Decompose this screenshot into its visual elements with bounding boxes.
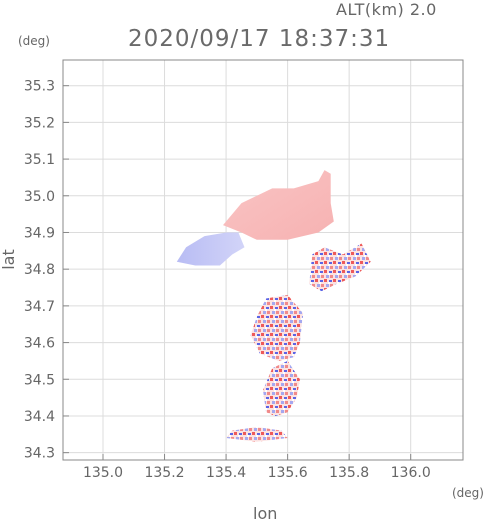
- y-tick-label: 34.4: [24, 409, 55, 425]
- y-tick-label: 35.2: [24, 115, 55, 131]
- x-tick-label: 135.6: [268, 465, 308, 481]
- y-tick-label: 34.7: [24, 299, 55, 315]
- central-speckled-echo: [250, 294, 303, 361]
- x-tick-label: 135.8: [329, 465, 369, 481]
- y-tick-label: 34.5: [24, 372, 55, 388]
- echo-regions: [176, 170, 371, 442]
- grid-lines: [63, 60, 463, 460]
- x-tick-label: 136.0: [391, 465, 431, 481]
- y-tick-label: 35.1: [24, 152, 55, 168]
- northern-pink-echo: [223, 170, 334, 240]
- chart-title-datetime: 2020/09/17 18:37:31: [128, 26, 391, 52]
- x-axis-unit: (deg): [452, 486, 484, 500]
- y-axis-unit: (deg): [18, 34, 50, 48]
- y-tick-label: 34.8: [24, 262, 55, 278]
- altitude-label: ALT(km) 2.0: [336, 0, 437, 19]
- y-tick-label: 35.3: [24, 79, 55, 95]
- x-tick-label: 135.0: [83, 465, 123, 481]
- x-axis-label: lon: [253, 504, 278, 523]
- axis-ticks: 135.0 135.2 135.4 135.6 135.8 136.0 34.3 34.4 34…: [24, 79, 431, 481]
- y-tick-label: 34.9: [24, 225, 55, 241]
- y-tick-label: 34.6: [24, 336, 55, 352]
- western-blue-echo: [176, 232, 245, 266]
- x-tick-label: 135.2: [144, 465, 184, 481]
- eastern-speckled-echo: [309, 243, 371, 292]
- plot-frame: [62, 59, 464, 461]
- y-tick-label: 34.3: [24, 446, 55, 462]
- southern-speckled-echo: [263, 360, 300, 416]
- x-tick-label: 135.4: [206, 465, 246, 481]
- y-tick-label: 35.0: [24, 189, 55, 205]
- southern-tail-echo: [226, 427, 288, 442]
